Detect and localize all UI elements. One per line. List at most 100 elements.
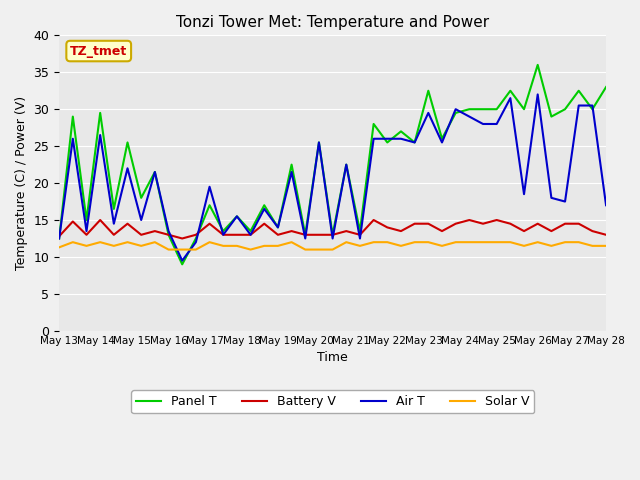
Panel T [220, 228, 227, 234]
Solar V [110, 243, 118, 249]
Battery V [465, 217, 473, 223]
Battery V [288, 228, 296, 234]
Battery V [548, 228, 556, 234]
Panel T [247, 228, 255, 234]
Air T [479, 121, 487, 127]
Air T [465, 114, 473, 120]
Title: Tonzi Tower Met: Temperature and Power: Tonzi Tower Met: Temperature and Power [176, 15, 489, 30]
Battery V [205, 221, 213, 227]
Legend: Panel T, Battery V, Air T, Solar V: Panel T, Battery V, Air T, Solar V [131, 390, 534, 413]
Panel T [479, 107, 487, 112]
Solar V [329, 247, 337, 252]
Panel T [124, 140, 131, 145]
Solar V [247, 247, 255, 252]
Air T [589, 103, 596, 108]
Air T [534, 92, 541, 97]
Panel T [438, 136, 446, 142]
Solar V [233, 243, 241, 249]
Panel T [370, 121, 378, 127]
Panel T [561, 107, 569, 112]
Solar V [397, 243, 405, 249]
Solar V [124, 240, 131, 245]
Panel T [465, 107, 473, 112]
Panel T [179, 262, 186, 267]
Battery V [411, 221, 419, 227]
Solar V [83, 243, 90, 249]
Air T [301, 236, 309, 241]
Panel T [315, 140, 323, 145]
Solar V [164, 247, 172, 252]
Solar V [288, 240, 296, 245]
Air T [69, 136, 77, 142]
Battery V [164, 232, 172, 238]
Battery V [561, 221, 569, 227]
Panel T [548, 114, 556, 120]
Panel T [411, 140, 419, 145]
Battery V [534, 221, 541, 227]
Air T [424, 110, 432, 116]
Battery V [479, 221, 487, 227]
Battery V [110, 232, 118, 238]
Battery V [220, 232, 227, 238]
Air T [602, 203, 610, 208]
Panel T [192, 236, 200, 241]
Air T [561, 199, 569, 204]
Air T [438, 140, 446, 145]
Panel T [383, 140, 391, 145]
Panel T [329, 232, 337, 238]
Air T [192, 240, 200, 245]
Air T [452, 107, 460, 112]
Solar V [55, 244, 63, 250]
Battery V [383, 225, 391, 230]
Y-axis label: Temperature (C) / Power (V): Temperature (C) / Power (V) [15, 96, 28, 270]
Panel T [452, 110, 460, 116]
Solar V [602, 243, 610, 249]
Battery V [192, 232, 200, 238]
Battery V [520, 228, 528, 234]
Air T [138, 217, 145, 223]
Air T [383, 136, 391, 142]
Panel T [520, 107, 528, 112]
Solar V [179, 247, 186, 252]
Panel T [506, 88, 514, 94]
Solar V [151, 240, 159, 245]
Solar V [424, 240, 432, 245]
Battery V [602, 232, 610, 238]
Panel T [493, 107, 500, 112]
Solar V [548, 243, 556, 249]
Air T [520, 191, 528, 197]
Solar V [370, 240, 378, 245]
Air T [288, 169, 296, 175]
Panel T [55, 236, 63, 241]
Panel T [110, 206, 118, 212]
Battery V [575, 221, 582, 227]
Solar V [342, 240, 350, 245]
Air T [260, 206, 268, 212]
Air T [83, 228, 90, 234]
Panel T [602, 84, 610, 90]
Panel T [589, 107, 596, 112]
Air T [233, 214, 241, 219]
Air T [575, 103, 582, 108]
Air T [55, 236, 63, 241]
Line: Panel T: Panel T [59, 65, 606, 264]
Panel T [534, 62, 541, 68]
Panel T [69, 114, 77, 120]
Solar V [138, 243, 145, 249]
Panel T [151, 169, 159, 175]
Battery V [424, 221, 432, 227]
Panel T [397, 129, 405, 134]
Air T [179, 258, 186, 264]
Solar V [411, 240, 419, 245]
Battery V [438, 228, 446, 234]
Battery V [83, 232, 90, 238]
Battery V [233, 232, 241, 238]
Panel T [274, 225, 282, 230]
X-axis label: Time: Time [317, 351, 348, 364]
Solar V [97, 240, 104, 245]
Panel T [342, 162, 350, 168]
Line: Air T: Air T [59, 95, 606, 261]
Line: Battery V: Battery V [59, 220, 606, 239]
Air T [370, 136, 378, 142]
Air T [220, 232, 227, 238]
